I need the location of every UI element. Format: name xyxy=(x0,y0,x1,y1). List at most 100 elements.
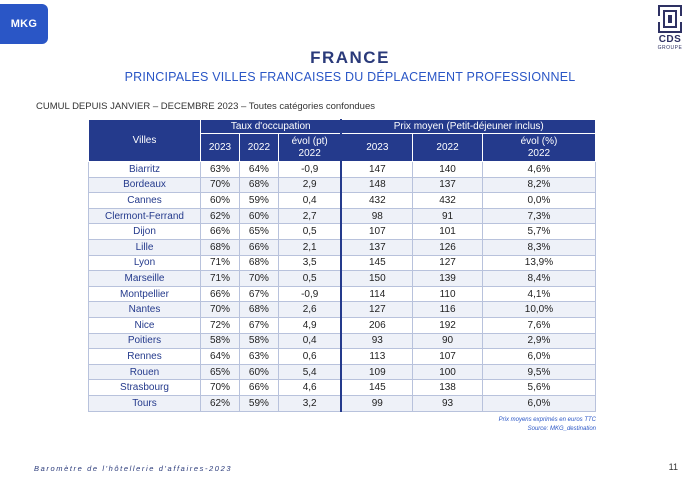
source-line-2: Source: MKG_destination xyxy=(527,426,596,432)
col-header-5: évol (%) 2022 xyxy=(481,133,597,162)
value-cell: 127 xyxy=(412,254,483,272)
value-cell: 70% xyxy=(238,270,279,287)
table-row: Rouen 65% 60% 5,4 109 100 9,5% xyxy=(88,363,597,381)
value-cell: 5,6% xyxy=(481,379,597,396)
cities-table: Villes Taux d'occupation Prix moyen (Pet… xyxy=(88,119,597,412)
value-cell: -0,9 xyxy=(277,161,342,178)
value-cell: 71% xyxy=(200,270,240,287)
value-cell: 113 xyxy=(340,348,414,365)
value-cell: 5,4 xyxy=(277,363,342,381)
value-cell: 2,6 xyxy=(277,301,342,318)
footer-text: Baromètre de l'hôtellerie d'affaires-202… xyxy=(34,464,233,473)
table-row: Lyon 71% 68% 3,5 145 127 13,9% xyxy=(88,254,597,272)
value-cell: 126 xyxy=(412,238,483,256)
value-cell: 192 xyxy=(412,316,483,334)
city-name-cell: Nice xyxy=(88,316,201,334)
value-cell: 68% xyxy=(238,301,279,318)
city-name-cell: Strasbourg xyxy=(88,379,201,396)
page-title: FRANCE xyxy=(310,48,390,67)
city-name-cell: Clermont-Ferrand xyxy=(88,207,201,225)
value-cell: 100 xyxy=(412,363,483,381)
value-cell: 60% xyxy=(238,363,279,381)
value-cell: 127 xyxy=(340,301,414,318)
value-cell: 4,9 xyxy=(277,316,342,334)
table-row: Clermont-Ferrand 62% 60% 2,7 98 91 7,3% xyxy=(88,207,597,225)
value-cell: 58% xyxy=(200,332,240,350)
city-name-cell: Rouen xyxy=(88,363,201,381)
city-name-cell: Dijon xyxy=(88,223,201,240)
value-cell: 116 xyxy=(412,301,483,318)
value-cell: 66% xyxy=(238,238,279,256)
value-cell: 150 xyxy=(340,270,414,287)
cds-logo-text: CDS xyxy=(658,34,682,45)
value-cell: 65% xyxy=(200,363,240,381)
city-name-cell: Rennes xyxy=(88,348,201,365)
value-cell: 70% xyxy=(200,379,240,396)
value-cell: 3,2 xyxy=(277,394,342,412)
value-cell: 139 xyxy=(412,270,483,287)
city-name-cell: Montpellier xyxy=(88,285,201,303)
value-cell: 6,0% xyxy=(481,394,597,412)
value-cell: 0,5 xyxy=(277,223,342,240)
value-cell: 70% xyxy=(200,176,240,194)
value-cell: 67% xyxy=(238,316,279,334)
table-row: Marseille 71% 70% 0,5 150 139 8,4% xyxy=(88,270,597,287)
value-cell: 67% xyxy=(238,285,279,303)
value-cell: 206 xyxy=(340,316,414,334)
mkg-logo: MKG xyxy=(0,4,48,44)
value-cell: 145 xyxy=(340,379,414,396)
value-cell: 8,2% xyxy=(481,176,597,194)
value-cell: 145 xyxy=(340,254,414,272)
value-cell: 107 xyxy=(340,223,414,240)
value-cell: 58% xyxy=(238,332,279,350)
source-line-1: Prix moyens exprimés en euros TTC xyxy=(498,417,596,423)
page-subtitle: PRINCIPALES VILLES FRANCAISES DU DÉPLACE… xyxy=(124,70,576,84)
value-cell: 137 xyxy=(412,176,483,194)
value-cell: 98 xyxy=(340,207,414,225)
table-row: Lille 68% 66% 2,1 137 126 8,3% xyxy=(88,238,597,256)
city-name-cell: Poitiers xyxy=(88,332,201,350)
value-cell: 4,1% xyxy=(481,285,597,303)
value-cell: 70% xyxy=(200,301,240,318)
city-name-cell: Cannes xyxy=(88,192,201,209)
value-cell: 2,7 xyxy=(277,207,342,225)
value-cell: 72% xyxy=(200,316,240,334)
value-cell: 90 xyxy=(412,332,483,350)
value-cell: 93 xyxy=(412,394,483,412)
value-cell: -0,9 xyxy=(277,285,342,303)
value-cell: 60% xyxy=(200,192,240,209)
city-name-cell: Lyon xyxy=(88,254,201,272)
value-cell: 137 xyxy=(340,238,414,256)
value-cell: 8,4% xyxy=(481,270,597,287)
value-cell: 65% xyxy=(238,223,279,240)
table-row: Strasbourg 70% 66% 4,6 145 138 5,6% xyxy=(88,379,597,396)
cds-groupe-logo: CDS GROUPE xyxy=(650,4,690,60)
value-cell: 62% xyxy=(200,394,240,412)
city-name-cell: Nantes xyxy=(88,301,201,318)
value-cell: 64% xyxy=(238,161,279,178)
value-cell: 68% xyxy=(238,254,279,272)
table-row: Biarritz 63% 64% -0,9 147 140 4,6% xyxy=(88,161,597,178)
value-cell: 432 xyxy=(340,192,414,209)
value-cell: 7,6% xyxy=(481,316,597,334)
table-row: Tours 62% 59% 3,2 99 93 6,0% xyxy=(88,394,597,412)
value-cell: 63% xyxy=(238,348,279,365)
cds-logo-subtext: GROUPE xyxy=(657,45,683,51)
value-cell: 91 xyxy=(412,207,483,225)
value-cell: 66% xyxy=(200,223,240,240)
value-cell: 71% xyxy=(200,254,240,272)
value-cell: 60% xyxy=(238,207,279,225)
city-name-cell: Tours xyxy=(88,394,201,412)
page-number: 11 xyxy=(668,462,678,472)
value-cell: 140 xyxy=(412,161,483,178)
value-cell: 93 xyxy=(340,332,414,350)
value-cell: 0,6 xyxy=(277,348,342,365)
table-row: Poitiers 58% 58% 0,4 93 90 2,9% xyxy=(88,332,597,350)
col-header-0: 2023 xyxy=(200,133,240,162)
value-cell: 0,0% xyxy=(481,192,597,209)
table-row: Nice 72% 67% 4,9 206 192 7,6% xyxy=(88,316,597,334)
city-name-cell: Biarritz xyxy=(88,161,201,178)
value-cell: 63% xyxy=(200,161,240,178)
value-cell: 62% xyxy=(200,207,240,225)
value-cell: 10,0% xyxy=(481,301,597,318)
